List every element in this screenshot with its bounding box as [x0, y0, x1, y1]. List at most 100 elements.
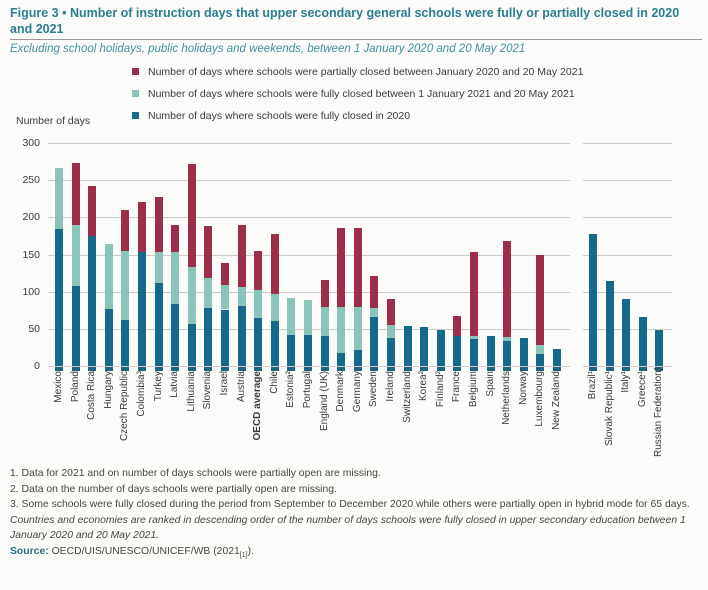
x-axis-tick: [221, 367, 229, 371]
bar-segment-fully2021-estonia: [287, 297, 295, 335]
x-label-hungary: Hungary: [103, 371, 114, 409]
x-label-slovak-republic: Slovak Republic¹: [604, 371, 615, 447]
x-axis-tick: [606, 367, 614, 371]
bar-segment-partial-sweden: [370, 276, 378, 308]
x-axis-tick: [622, 367, 630, 371]
bar-segment-fully2020-brazil: [589, 234, 597, 366]
bar-segment-fully2020-spain: [487, 336, 495, 366]
gridline-250: [583, 180, 672, 181]
bar-segment-partial-costa-rica: [88, 186, 96, 236]
bar-segment-partial-chile: [271, 233, 279, 294]
bar-segment-fully2021-netherlands: [503, 337, 511, 341]
figure-title-separator: •: [58, 6, 70, 20]
footnote-2: 2. Data on the number of days schools we…: [10, 483, 337, 495]
x-axis-tick: [72, 367, 80, 371]
x-axis-tick: [437, 367, 445, 371]
y-tick-label-300: 300: [22, 137, 40, 149]
legend-label: Number of days where schools were fully …: [148, 88, 575, 100]
x-axis-tick: [370, 367, 378, 371]
bar-segment-partial-france: [453, 316, 461, 336]
legend-swatch-fully2020: [132, 112, 139, 119]
bar-segment-fully2020-austria: [238, 305, 246, 366]
figure-title-text: Number of instruction days that upper se…: [10, 6, 680, 36]
y-axis-title: Number of days: [16, 115, 91, 127]
bar-segment-partial-germany: [354, 228, 362, 308]
figure-title: Figure 3 • Number of instruction days th…: [10, 5, 686, 37]
figure-label: Figure 3: [10, 6, 59, 20]
gridline-100: [583, 292, 672, 293]
bar-segment-fully2021-germany: [354, 307, 362, 351]
bar-segment-fully2020-new-zealand: [553, 348, 561, 366]
x-label-denmark: Denmark: [335, 371, 346, 412]
bar-segment-fully2020-colombia: [138, 252, 146, 366]
bar-segment-partial-denmark: [337, 228, 345, 307]
x-axis-tick: [655, 367, 663, 371]
legend-swatch-partial: [132, 68, 139, 75]
x-label-greece: Greece¹: [637, 371, 648, 408]
bar-segment-fully2020-france: [453, 335, 461, 366]
bar-segment-fully2020-greece: [639, 316, 647, 366]
x-axis-tick: [138, 367, 146, 371]
title-underline: [10, 39, 702, 40]
bar-segment-fully2021-latvia: [171, 252, 179, 304]
bar-segment-fully2021-sweden: [370, 308, 378, 317]
x-axis-tick: [354, 367, 362, 371]
gridline-200: [48, 217, 570, 218]
x-label-belgium: Belgium: [468, 371, 479, 408]
x-axis-tick: [487, 367, 495, 371]
x-label-latvia: Latvia: [169, 371, 180, 398]
x-label-costa-rica: Costa Rica: [86, 371, 97, 420]
x-label-france: France: [451, 371, 462, 403]
bar-segment-fully2020-hungary: [105, 308, 113, 366]
bar-segment-fully2020-norway: [520, 337, 528, 366]
source-text: OECD/UIS/UNESCO/UNICEF/WB (2021: [48, 545, 240, 557]
bar-segment-partial-lithuania: [188, 163, 196, 268]
x-label-brazil: Brazil¹: [587, 371, 598, 400]
ranking-note: Countries and economies are ranked in de…: [10, 514, 686, 542]
x-axis-tick: [238, 367, 246, 371]
bar-segment-partial-slovenia: [204, 225, 212, 279]
bar-segment-partial-poland: [72, 163, 80, 225]
bar-segment-fully2021-chile: [271, 293, 279, 322]
x-label-chile: Chile: [269, 371, 280, 394]
bar-segment-fully2021-czech-republic: [121, 250, 129, 320]
x-axis-tick: [55, 367, 63, 371]
bar-segment-fully2021-lithuania: [188, 267, 196, 324]
bar-segment-fully2021-luxembourg: [536, 345, 544, 355]
bar-segment-fully2020-costa-rica: [88, 235, 96, 366]
x-label-spain: Spain: [485, 371, 496, 397]
x-label-israel: Israel: [219, 371, 230, 396]
x-label-oecd-average: OECD average: [252, 371, 263, 441]
bar-segment-fully2020-mexico: [55, 229, 63, 366]
x-axis-tick: [304, 367, 312, 371]
y-tick-label-200: 200: [22, 211, 40, 223]
source-end: ).: [247, 545, 254, 557]
x-label-estonia: Estonia²: [285, 371, 296, 408]
bar-segment-fully2021-ireland: [387, 325, 395, 338]
x-axis-tick: [420, 367, 428, 371]
x-label-netherlands: Netherlands: [501, 371, 512, 425]
bar-segment-fully2020-luxembourg: [536, 354, 544, 366]
x-label-slovenia: Slovenia: [202, 371, 213, 410]
bar-segment-fully2020-finland: [437, 330, 445, 366]
x-label-korea: Korea²: [418, 371, 429, 402]
x-axis-tick: [503, 367, 511, 371]
legend-swatch-fully2021: [132, 90, 139, 97]
bar-segment-fully2020-slovenia: [204, 308, 212, 366]
x-axis-tick: [404, 367, 412, 371]
bar-segment-fully2020-portugal: [304, 334, 312, 366]
bar-segment-fully2020-ireland: [387, 337, 395, 366]
footnote-3: 3. Some schools were fully closed during…: [10, 499, 690, 510]
footnotes-block: 1. Data for 2021 and on number of days s…: [10, 466, 700, 563]
bar-segment-fully2021-belgium: [470, 335, 478, 340]
bar-segment-fully2020-italy: [622, 299, 630, 366]
bar-segment-partial-luxembourg: [536, 255, 544, 346]
x-axis-tick: [254, 367, 262, 371]
gridline-0: [48, 366, 570, 367]
bar-segment-partial-latvia: [171, 224, 179, 253]
bar-segment-partial-england-uk: [321, 279, 329, 307]
x-axis-tick: [105, 367, 113, 371]
bar-segment-partial-turkey: [155, 196, 163, 253]
x-label-czech-republic: Czech Republic: [119, 371, 130, 442]
x-axis-tick: [520, 367, 528, 371]
